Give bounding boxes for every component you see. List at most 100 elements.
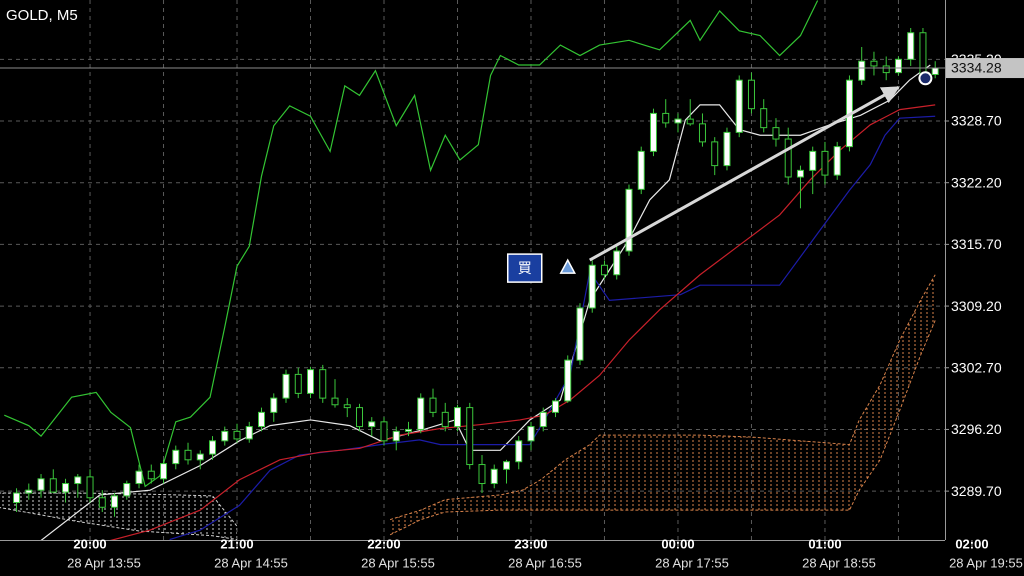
candle-body: [221, 430, 229, 442]
cloud-fill: [390, 274, 936, 535]
candle-body: [368, 421, 376, 428]
x-tick-label: 20:00: [73, 536, 106, 551]
candle-body: [662, 112, 670, 124]
candle-body: [527, 426, 535, 442]
candle-body: [686, 118, 694, 125]
candle-body: [564, 359, 572, 402]
y-tick-label: 3322.20: [951, 174, 1002, 190]
trade-arrow: [589, 85, 900, 262]
candle-body: [674, 118, 682, 124]
candle-body: [13, 492, 21, 504]
chart-title: GOLD, M5: [6, 7, 78, 24]
candle-body: [135, 470, 143, 485]
candle-body: [184, 449, 192, 461]
candle-body: [735, 79, 743, 133]
y-tick-label: 3315.70: [951, 236, 1002, 252]
candle-body: [796, 169, 804, 178]
buy-marker: [559, 258, 576, 274]
candle-body: [209, 440, 217, 455]
candle-body: [233, 430, 241, 440]
cloud-fill: [0, 493, 238, 540]
buy-label-box: [506, 253, 543, 283]
candle-body: [98, 497, 106, 508]
x-date-label: 28 Apr 18:55: [802, 555, 876, 570]
candle-body: [772, 127, 780, 140]
candle-body: [86, 476, 94, 499]
x-date-label: 28 Apr 13:55: [67, 555, 141, 570]
cloud-edge: [0, 507, 238, 540]
y-tick-label: 3302.70: [951, 359, 1002, 375]
candle-body: [319, 369, 327, 399]
cloud-edge: [389, 274, 936, 521]
candle-body: [441, 411, 449, 428]
candle-body: [270, 397, 278, 413]
plot-area: 買: [0, 0, 945, 540]
x-tick-label: 21:00: [220, 536, 253, 551]
candle-body: [404, 428, 412, 432]
candle-body: [25, 489, 33, 494]
candle-body: [588, 264, 596, 309]
candle-body: [833, 146, 841, 176]
candle-body: [331, 397, 339, 406]
indicator-line: [4, 0, 819, 488]
candle-body: [600, 264, 608, 276]
candle-body: [539, 411, 547, 428]
y-tick-label: 3328.70: [951, 113, 1002, 129]
candle-body: [760, 108, 768, 129]
candle-body: [711, 141, 719, 167]
x-date-label: 28 Apr 17:55: [655, 555, 729, 570]
candle-body: [147, 470, 155, 480]
candle-body: [258, 411, 266, 428]
x-tick-label: 02:00: [955, 536, 988, 551]
candle-body: [858, 60, 866, 81]
y-tick-label: 3289.70: [951, 483, 1002, 499]
current-price-label: 3334.28: [951, 60, 1002, 76]
buy-label: 買: [518, 260, 532, 276]
candle-body: [74, 476, 82, 485]
x-date-label: 28 Apr 14:55: [214, 555, 288, 570]
candle-body: [62, 483, 70, 493]
candle-body: [894, 58, 902, 74]
candle-body: [123, 483, 131, 497]
candle-body: [392, 430, 400, 442]
x-tick-label: 01:00: [808, 536, 841, 551]
candle-body: [821, 150, 829, 176]
cloud-edge: [389, 320, 936, 536]
candle-body: [747, 79, 755, 110]
current-price-tag: [946, 58, 1024, 79]
candle-body: [172, 449, 180, 465]
x-date-label: 28 Apr 19:55: [949, 555, 1023, 570]
candle-body: [502, 461, 510, 470]
candle-body: [37, 478, 45, 491]
candle-body: [723, 131, 731, 167]
candle-body: [882, 65, 890, 74]
candle-body: [245, 426, 253, 440]
y-tick-label: 3309.20: [951, 298, 1002, 314]
candle-body: [49, 478, 57, 493]
candle-body: [870, 60, 878, 67]
x-date-label: 28 Apr 15:55: [361, 555, 435, 570]
candle-body: [196, 453, 204, 461]
candle-body: [613, 250, 621, 276]
candle-body: [515, 440, 523, 463]
candle-body: [490, 468, 498, 485]
candle-body: [907, 32, 915, 60]
x-tick-label: 23:00: [514, 536, 547, 551]
candle-body: [698, 123, 706, 143]
candle-body: [417, 397, 425, 430]
x-date-label: 28 Apr 16:55: [508, 555, 582, 570]
candle-body: [576, 307, 584, 361]
candle-body: [343, 404, 351, 409]
candle-body: [637, 150, 645, 190]
candle-body: [160, 463, 168, 480]
candle-body: [282, 373, 290, 399]
x-tick-label: 22:00: [367, 536, 400, 551]
x-tick-label: 00:00: [661, 536, 694, 551]
candle-body: [931, 67, 939, 75]
candle-body: [649, 112, 657, 152]
candle-body: [478, 464, 486, 485]
candle-body: [466, 407, 474, 466]
candle-body: [356, 407, 364, 428]
